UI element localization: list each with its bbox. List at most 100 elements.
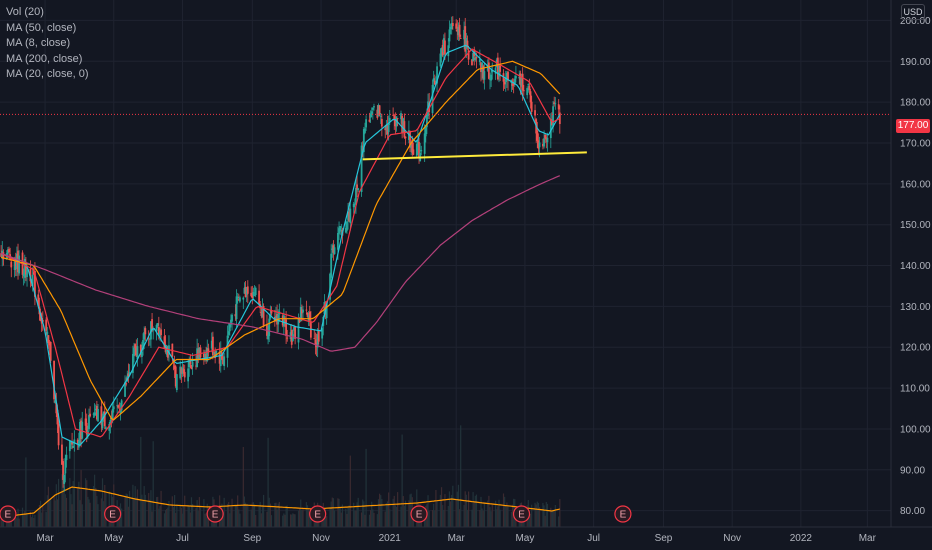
volume-bar: [176, 504, 178, 527]
legend-item-ma50[interactable]: MA (50, close): [6, 21, 77, 34]
candle-body: [86, 430, 89, 437]
currency-badge[interactable]: USD: [901, 4, 925, 20]
candle-body: [127, 373, 130, 377]
volume-bar: [434, 510, 436, 527]
volume-bar: [362, 499, 364, 527]
candle-body: [202, 353, 205, 358]
volume-bar: [15, 513, 17, 527]
volume-bar: [286, 505, 288, 527]
volume-bar: [408, 500, 410, 527]
candle-body: [478, 59, 481, 63]
candle-body: [344, 228, 347, 233]
candle-body: [368, 119, 371, 122]
volume-bar: [491, 504, 493, 527]
volume-bar: [56, 499, 59, 527]
volume-bar: [363, 501, 365, 527]
candle-body: [538, 142, 541, 148]
candle-body: [511, 83, 514, 86]
candle-body: [436, 66, 438, 84]
volume-bar: [475, 494, 478, 527]
moving-average-line: [0, 44, 561, 447]
volume-bar: [473, 500, 475, 527]
candle-body: [267, 334, 269, 340]
candle-body: [447, 45, 450, 57]
candle-body: [76, 439, 79, 444]
legend-item-ma200[interactable]: MA (200, close): [6, 52, 83, 65]
legend-item-ma20[interactable]: MA (20, close, 0): [6, 68, 89, 81]
candle-body: [333, 247, 336, 255]
candle-body: [544, 134, 547, 139]
earnings-marker-icon[interactable]: [206, 505, 224, 523]
candle-body: [300, 309, 303, 314]
candle-body: [218, 351, 221, 364]
volume-bar: [458, 509, 461, 527]
legend-item-ma8[interactable]: MA (8, close): [6, 37, 71, 50]
earnings-marker-icon[interactable]: [614, 505, 632, 523]
volume-bar: [490, 511, 492, 527]
candle-body: [519, 73, 522, 86]
candle-body: [426, 112, 428, 128]
candle-body: [234, 314, 237, 317]
volume-bar: [180, 507, 182, 527]
earnings-marker-icon[interactable]: [0, 505, 17, 523]
candle-body: [165, 345, 168, 355]
candle-body: [46, 331, 49, 335]
earnings-marker-icon[interactable]: [512, 505, 531, 523]
candle-body: [472, 52, 474, 62]
volume-bar: [253, 504, 256, 527]
earnings-marker-label: E: [109, 510, 116, 521]
volume-bar: [151, 511, 153, 527]
support-trendline[interactable]: [362, 151, 587, 161]
candle-body: [181, 367, 184, 374]
volume-bar: [531, 504, 533, 527]
volume-bar: [497, 506, 499, 527]
volume-bar: [292, 513, 294, 527]
candle-body: [207, 348, 210, 353]
candle-body: [349, 208, 352, 224]
candle-body: [291, 334, 294, 341]
volume-bar: [550, 507, 552, 527]
volume-bar: [440, 487, 443, 527]
volume-bar: [223, 497, 225, 527]
volume-bar: [457, 484, 460, 527]
candle-body: [142, 339, 144, 350]
volume-bar: [136, 489, 139, 527]
volume-bar: [466, 509, 469, 527]
candle-body: [84, 418, 87, 426]
time-axis-tick-label: 2022: [790, 533, 813, 544]
volume-bar: [42, 505, 44, 527]
candle-body: [56, 409, 59, 425]
candle-body: [152, 329, 155, 331]
candle-body: [552, 106, 554, 128]
price-axis-tick-label: 140.00: [900, 261, 931, 272]
volume-bar: [247, 504, 249, 527]
volume-bar: [299, 507, 301, 527]
candle-body: [242, 297, 245, 300]
volume-bar: [463, 505, 465, 527]
volume-bar: [38, 505, 41, 527]
volume-bar: [427, 495, 429, 527]
volume-bar: [498, 499, 500, 527]
earnings-marker-icon[interactable]: [309, 505, 327, 523]
volume-bar: [86, 480, 88, 527]
volume-bar: [488, 495, 490, 527]
earnings-marker-icon[interactable]: [104, 505, 122, 523]
candle-body: [392, 115, 395, 117]
candle-body: [109, 419, 112, 424]
earnings-marker-icon[interactable]: [410, 505, 428, 523]
volume-bar: [528, 510, 531, 527]
volume-bar: [65, 497, 68, 527]
volume-bar: [534, 502, 536, 527]
candle-body: [144, 328, 147, 335]
candle-body: [231, 314, 233, 322]
volume-bar: [553, 509, 555, 527]
volume-bar: [96, 496, 98, 527]
candle-body: [183, 371, 186, 378]
volume-bar: [354, 510, 356, 527]
candle-body: [415, 143, 418, 156]
candle-body: [206, 347, 209, 361]
legend-item-volume[interactable]: Vol (20): [6, 6, 44, 18]
volume-bar: [451, 494, 453, 527]
volume-bar: [537, 502, 540, 527]
